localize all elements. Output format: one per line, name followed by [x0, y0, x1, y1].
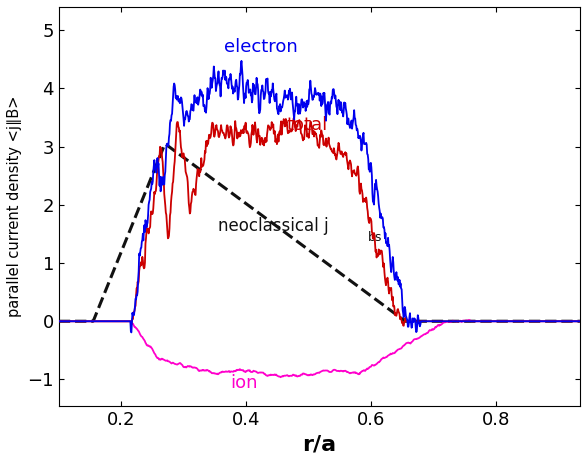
Text: electron: electron [224, 38, 298, 56]
Text: ion: ion [231, 374, 258, 392]
Text: total: total [286, 116, 328, 134]
Text: neoclassical j: neoclassical j [218, 217, 329, 235]
Text: bs: bs [368, 231, 382, 244]
X-axis label: r/a: r/a [302, 434, 336, 454]
Y-axis label: parallel current density <j∥B>: parallel current density <j∥B> [7, 95, 22, 317]
